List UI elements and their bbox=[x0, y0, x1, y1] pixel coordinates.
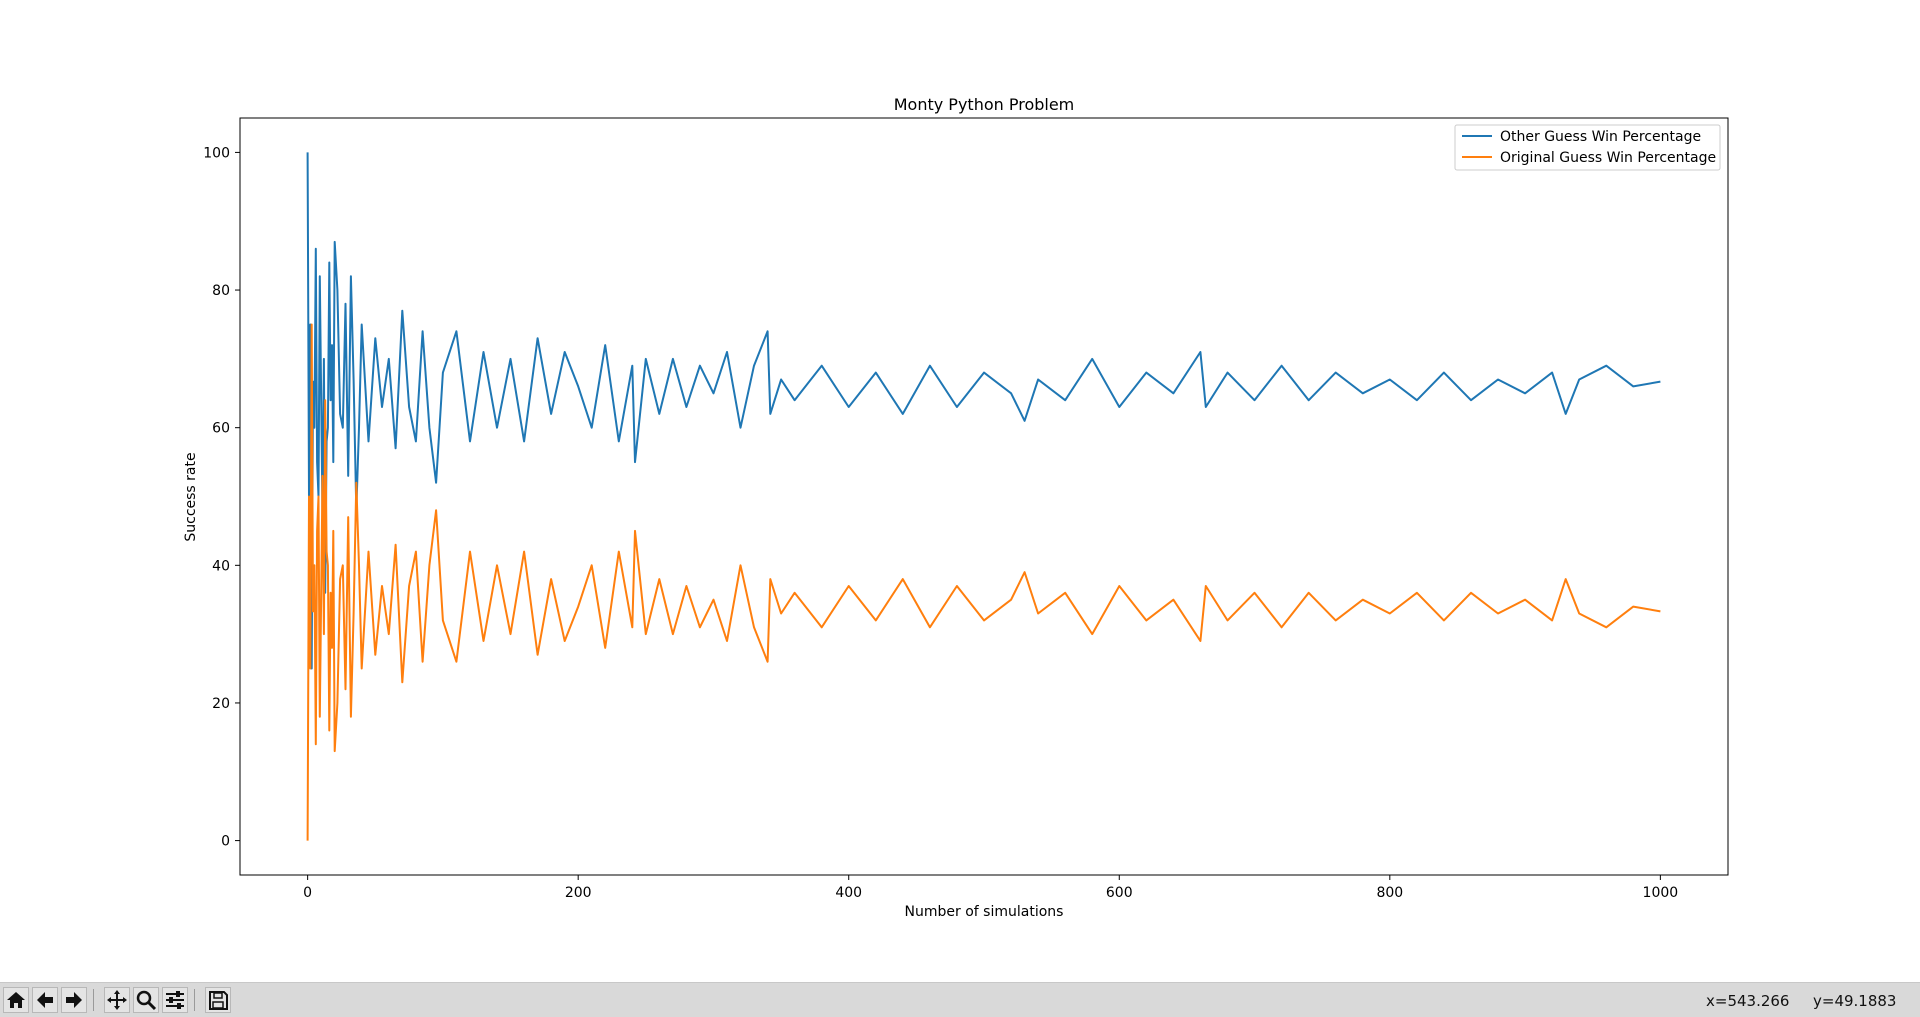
arrow-left-icon bbox=[37, 992, 53, 1008]
legend-box bbox=[1454, 124, 1721, 171]
legend-label-original: Original Guess Win Percentage bbox=[1500, 150, 1716, 166]
x-tick-label: 0 bbox=[303, 885, 312, 901]
x-tick-label: 1000 bbox=[1643, 885, 1679, 901]
sliders-icon bbox=[166, 991, 184, 1009]
axes-frame bbox=[239, 117, 1729, 876]
legend: Other Guess Win Percentage Original Gues… bbox=[1454, 124, 1721, 171]
y-tick-label: 40 bbox=[212, 558, 230, 574]
arrow-right-icon bbox=[66, 992, 82, 1008]
x-tick-label: 800 bbox=[1376, 885, 1403, 901]
save-button[interactable] bbox=[205, 987, 231, 1013]
chart-title: Monty Python Problem bbox=[894, 95, 1075, 114]
line-chart[interactable]: 0 200 400 600 800 1000 0 20 40 60 80 100 Monty Pyth… bbox=[0, 0, 1920, 982]
forward-button[interactable] bbox=[61, 987, 87, 1013]
home-button[interactable] bbox=[3, 987, 29, 1013]
floppy-disk-icon bbox=[209, 991, 228, 1010]
navigation-toolbar: x=543.266 y=49.1883 bbox=[0, 982, 1920, 1017]
pan-button[interactable] bbox=[104, 987, 130, 1013]
cursor-x-readout: x=543.266 bbox=[1706, 992, 1790, 1010]
toolbar-separator bbox=[194, 989, 195, 1011]
y-tick-label: 20 bbox=[212, 696, 230, 712]
zoom-button[interactable] bbox=[133, 987, 159, 1013]
y-tick-label: 100 bbox=[203, 145, 230, 161]
configure-subplots-button[interactable] bbox=[162, 987, 188, 1013]
magnifier-icon bbox=[136, 990, 157, 1011]
series-line-0 bbox=[306, 152, 1661, 670]
y-tick-label: 0 bbox=[221, 834, 230, 850]
back-button[interactable] bbox=[32, 987, 58, 1013]
toolbar-separator bbox=[93, 989, 94, 1011]
figure-canvas: 0 200 400 600 800 1000 0 20 40 60 80 100 Monty Pyth… bbox=[0, 0, 1920, 982]
series-line-1 bbox=[306, 323, 1661, 841]
cursor-y-readout: y=49.1883 bbox=[1813, 992, 1897, 1010]
y-tick-label: 60 bbox=[212, 421, 230, 437]
x-tick-label: 400 bbox=[835, 885, 862, 901]
home-icon bbox=[7, 992, 25, 1008]
x-tick-label: 200 bbox=[565, 885, 592, 901]
x-tick-label: 600 bbox=[1106, 885, 1133, 901]
legend-label-other: Other Guess Win Percentage bbox=[1500, 129, 1701, 145]
move-icon bbox=[107, 990, 127, 1010]
y-tick-label: 80 bbox=[212, 283, 230, 299]
y-axis-label: Success rate bbox=[183, 452, 199, 541]
x-axis-label: Number of simulations bbox=[905, 904, 1064, 920]
